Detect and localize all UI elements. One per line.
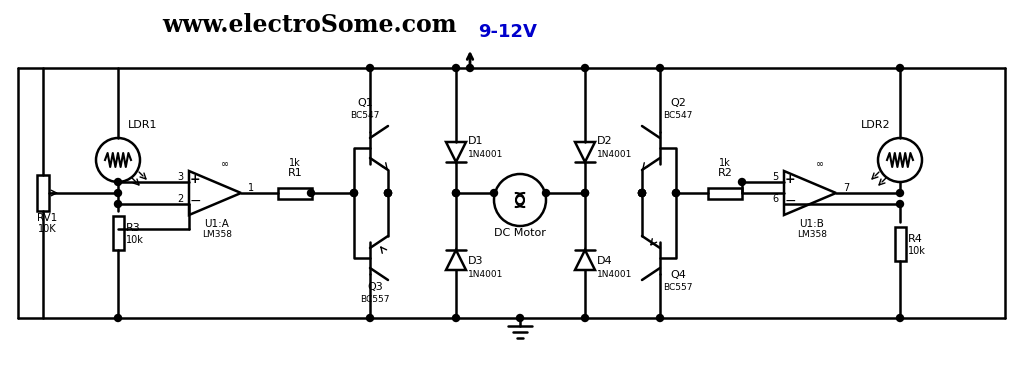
Text: Q2: Q2 — [670, 98, 686, 108]
Text: 3: 3 — [177, 172, 183, 182]
Text: −: − — [189, 194, 201, 208]
Circle shape — [639, 189, 645, 196]
Text: −: − — [784, 194, 796, 208]
Text: www.electroSome.com: www.electroSome.com — [163, 13, 458, 37]
Circle shape — [582, 314, 589, 321]
Text: 1k: 1k — [289, 158, 301, 168]
Circle shape — [896, 64, 903, 71]
Circle shape — [738, 179, 745, 186]
Text: D3: D3 — [468, 256, 483, 266]
Text: U1:B: U1:B — [800, 219, 824, 229]
Text: 1N4001: 1N4001 — [468, 150, 504, 159]
Text: LDR2: LDR2 — [860, 120, 890, 130]
Circle shape — [582, 189, 589, 196]
Text: LDR1: LDR1 — [128, 120, 158, 130]
Circle shape — [453, 314, 460, 321]
Bar — [113, 216, 124, 250]
Text: 9-12V: 9-12V — [478, 23, 537, 41]
Circle shape — [467, 64, 473, 71]
Circle shape — [453, 189, 460, 196]
Text: +: + — [189, 173, 201, 186]
Bar — [895, 227, 905, 261]
Circle shape — [639, 189, 645, 196]
Circle shape — [582, 189, 589, 196]
Bar — [37, 175, 49, 211]
Text: 6: 6 — [772, 194, 778, 204]
Text: Q4: Q4 — [670, 270, 686, 280]
Text: 2: 2 — [177, 194, 183, 204]
Text: 1: 1 — [248, 183, 254, 193]
Circle shape — [307, 189, 314, 196]
Text: 1k: 1k — [719, 158, 731, 168]
Circle shape — [384, 189, 391, 196]
Bar — [278, 187, 312, 199]
Circle shape — [516, 314, 523, 321]
Text: U1:A: U1:A — [205, 219, 229, 229]
Text: 1N4001: 1N4001 — [597, 270, 633, 279]
Circle shape — [543, 189, 550, 196]
Circle shape — [350, 189, 357, 196]
Text: Q3: Q3 — [368, 282, 383, 292]
Text: 10K: 10K — [38, 224, 56, 234]
Circle shape — [367, 314, 374, 321]
Circle shape — [115, 189, 122, 196]
Text: R2: R2 — [718, 168, 732, 178]
Text: BC547: BC547 — [350, 111, 380, 120]
Circle shape — [656, 314, 664, 321]
Text: RV1: RV1 — [37, 213, 57, 223]
Circle shape — [490, 189, 498, 196]
Text: 10k: 10k — [908, 246, 926, 256]
Circle shape — [384, 189, 391, 196]
Circle shape — [453, 189, 460, 196]
Text: 1N4001: 1N4001 — [597, 150, 633, 159]
Text: R4: R4 — [908, 234, 923, 244]
Text: Q1: Q1 — [357, 98, 373, 108]
Circle shape — [582, 64, 589, 71]
Text: 1N4001: 1N4001 — [468, 270, 504, 279]
Text: D4: D4 — [597, 256, 612, 266]
Text: LM358: LM358 — [797, 230, 827, 239]
Circle shape — [896, 314, 903, 321]
Text: BC557: BC557 — [664, 283, 693, 292]
Circle shape — [350, 189, 357, 196]
Text: R1: R1 — [288, 168, 302, 178]
Text: BC547: BC547 — [664, 111, 692, 120]
Text: 10k: 10k — [126, 235, 144, 245]
Circle shape — [384, 189, 391, 196]
Text: R3: R3 — [126, 223, 140, 233]
Circle shape — [673, 189, 680, 196]
Bar — [708, 187, 742, 199]
Circle shape — [639, 189, 645, 196]
Circle shape — [656, 64, 664, 71]
Text: ∞: ∞ — [816, 159, 824, 169]
Text: 5: 5 — [772, 172, 778, 182]
Circle shape — [453, 64, 460, 71]
Circle shape — [115, 179, 122, 186]
Circle shape — [367, 64, 374, 71]
Circle shape — [673, 189, 680, 196]
Text: ∞: ∞ — [221, 159, 229, 169]
Circle shape — [896, 201, 903, 208]
Text: D2: D2 — [597, 136, 612, 146]
Circle shape — [115, 314, 122, 321]
Text: DC Motor: DC Motor — [494, 228, 546, 238]
Circle shape — [639, 189, 645, 196]
Text: D1: D1 — [468, 136, 483, 146]
Text: LM358: LM358 — [202, 230, 232, 239]
Text: 7: 7 — [843, 183, 849, 193]
Circle shape — [115, 201, 122, 208]
Text: BC557: BC557 — [360, 295, 390, 304]
Circle shape — [896, 189, 903, 196]
Text: +: + — [784, 173, 796, 186]
